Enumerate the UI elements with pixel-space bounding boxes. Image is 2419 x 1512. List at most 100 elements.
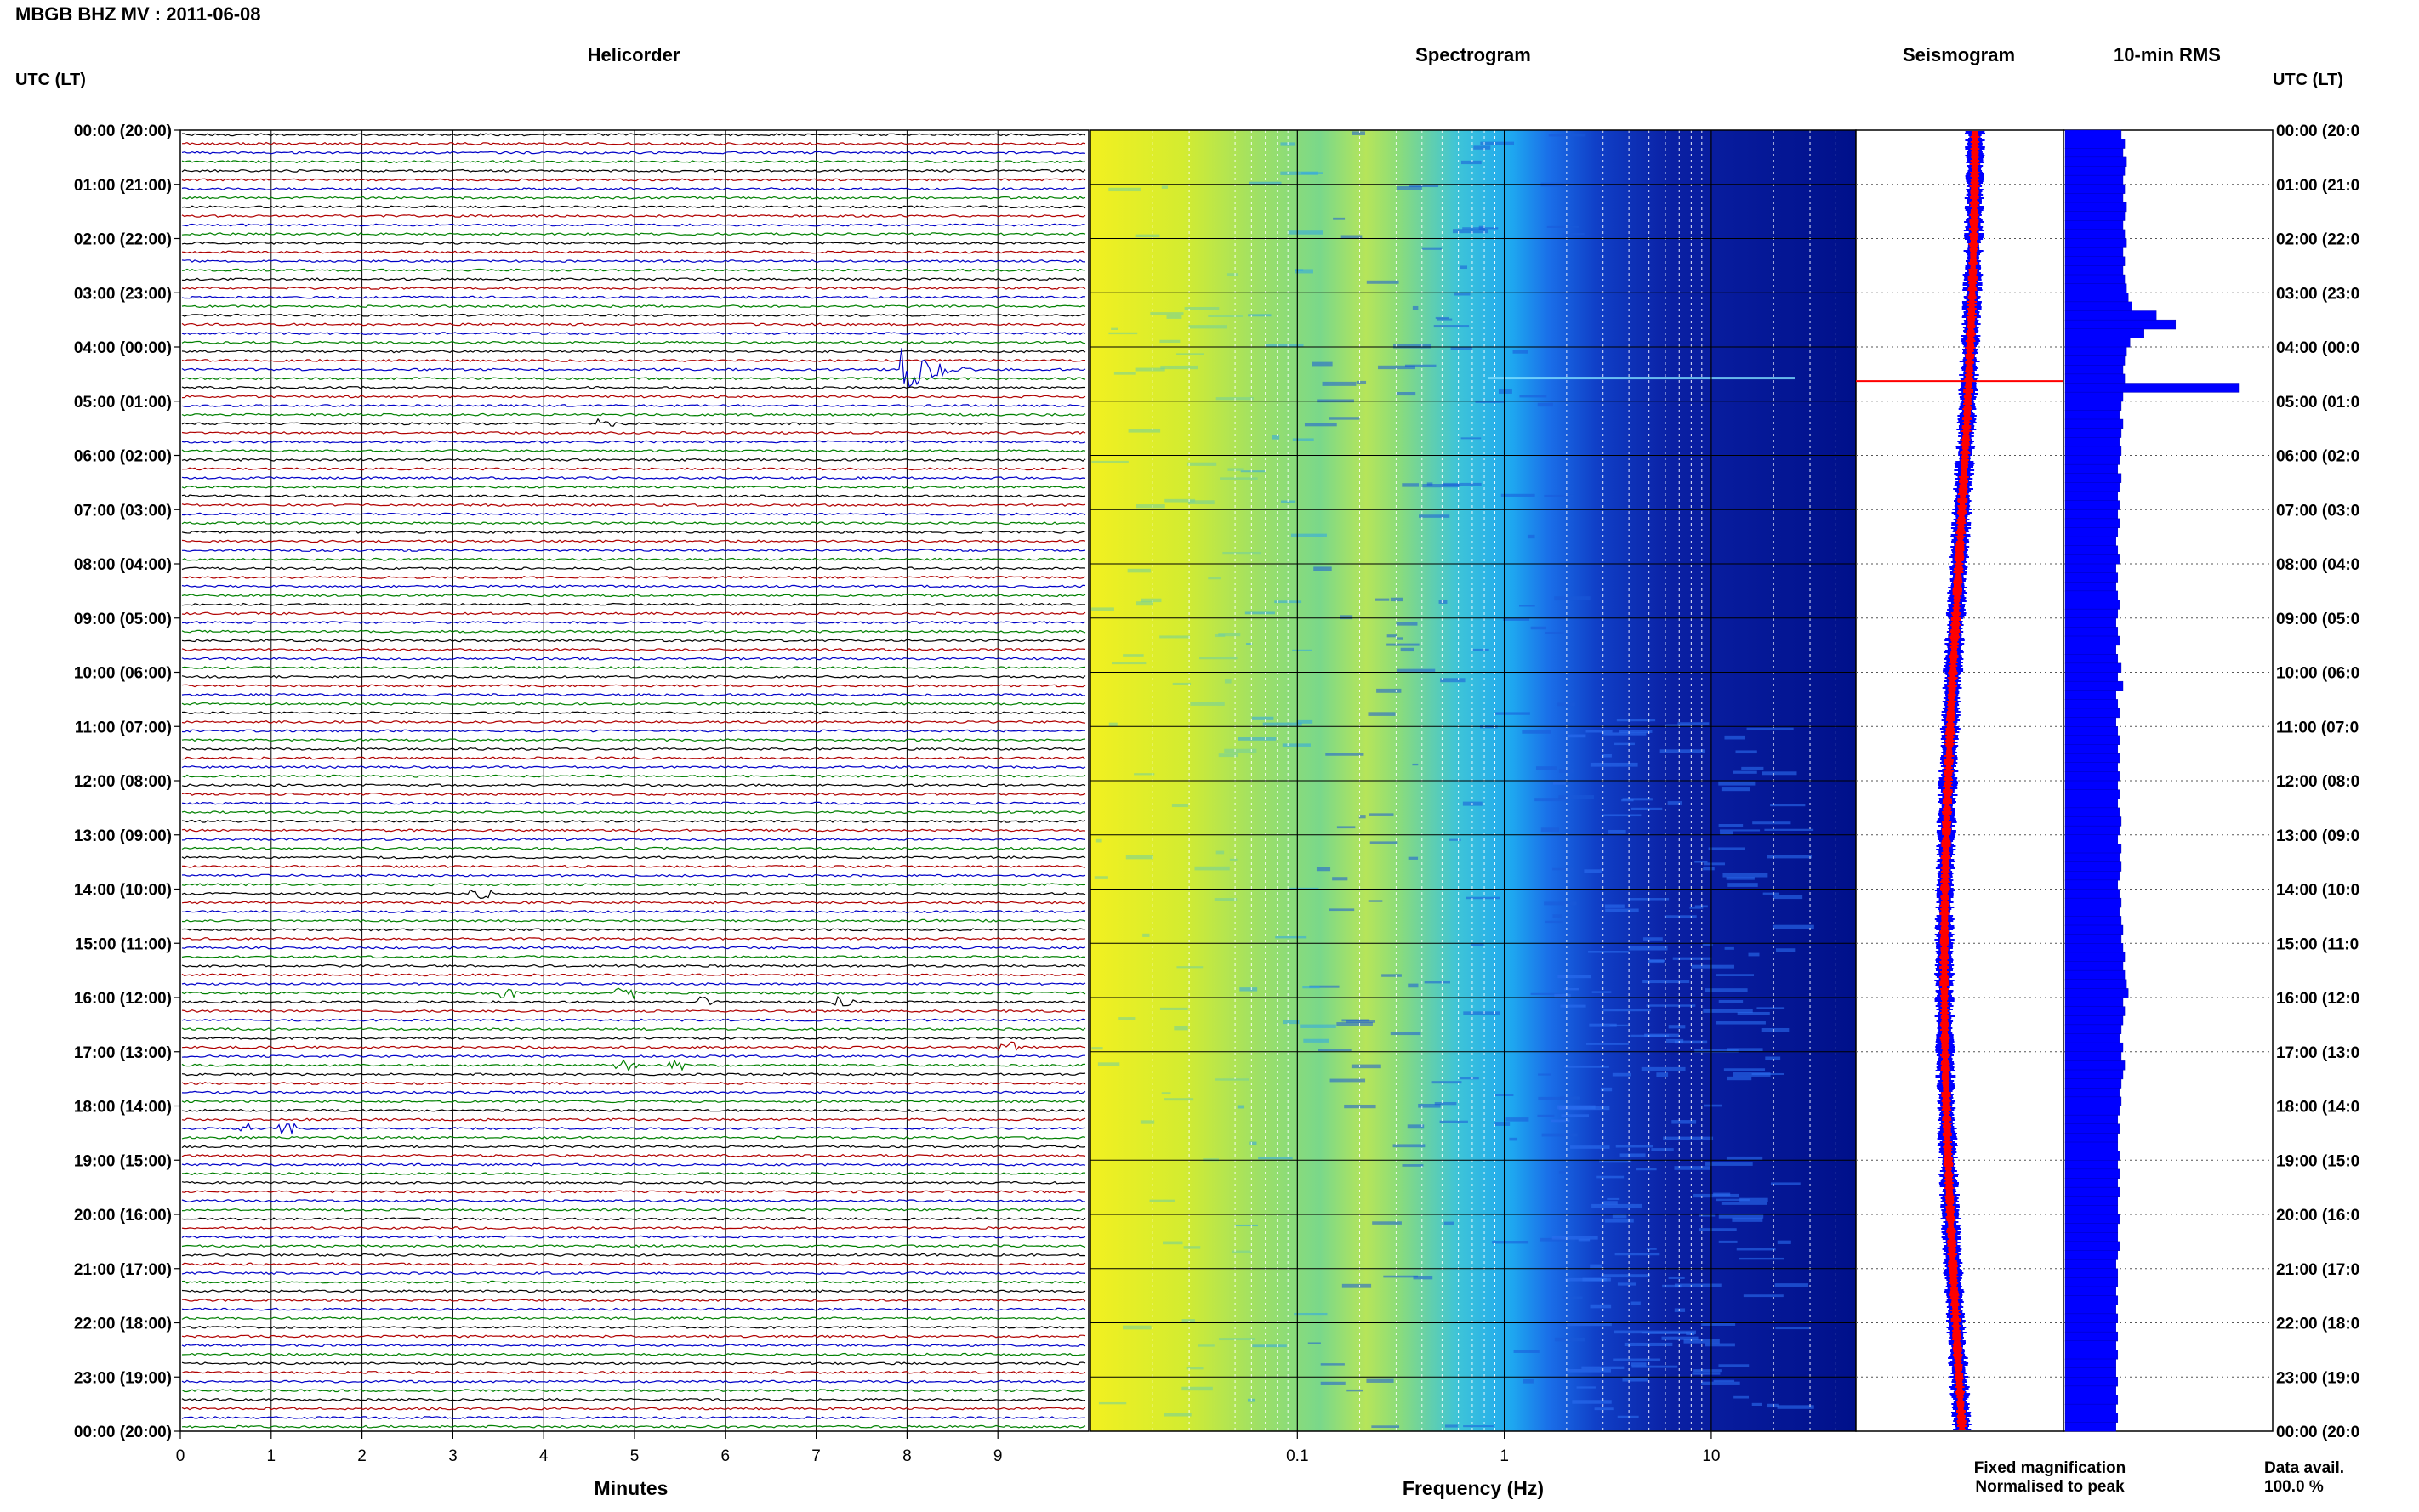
spectrogram-energy-streak — [1590, 1304, 1612, 1309]
time-label-left: 08:00 (04:00) — [74, 556, 172, 574]
spectrogram-noise-patch — [1433, 325, 1470, 328]
spectrogram-energy-streak — [1552, 782, 1566, 785]
spectrogram-energy-streak — [1718, 1364, 1750, 1367]
spectrogram-noise-patch — [1340, 235, 1363, 239]
time-label-right: 12:00 (08:0 — [2276, 773, 2359, 791]
rms-bar — [2064, 1106, 2120, 1116]
spectrogram-noise-patch — [1426, 482, 1433, 486]
spectrogram-noise-patch — [1351, 1064, 1381, 1069]
spectrogram-noise-patch — [1215, 850, 1225, 855]
helicorder-trace-line — [181, 783, 1086, 787]
helicorder-trace-line — [181, 575, 1086, 579]
spectrogram-energy-streak — [1736, 1247, 1776, 1251]
spectrogram-noise-patch — [1292, 438, 1314, 441]
spectrogram-energy-streak — [1692, 1372, 1721, 1375]
spectrogram-noise-patch — [1392, 1144, 1426, 1148]
spectrogram-energy-streak — [1674, 1308, 1686, 1312]
rms-bar — [2064, 1186, 2120, 1197]
spectrogram-noise-patch — [1161, 1092, 1171, 1094]
helicorder-panel — [179, 129, 1090, 1432]
spectrogram-noise-patch — [1111, 662, 1147, 665]
helicorder-trace-line — [181, 738, 1086, 742]
spectrogram-noise-patch — [1376, 688, 1402, 693]
spectrogram-noise-patch — [1181, 1386, 1213, 1391]
helicorder-trace-line — [181, 828, 1086, 833]
spectrogram-energy-streak — [1703, 867, 1715, 871]
spectrogram-noise-patch — [1244, 611, 1275, 615]
spectrogram-noise-patch — [1190, 702, 1225, 706]
spectrogram-noise-patch — [1224, 748, 1257, 753]
spectrogram-noise-patch — [1466, 896, 1500, 900]
seismogram-title: Seismogram — [1903, 44, 2015, 65]
rms-bar — [2064, 645, 2116, 655]
time-label-right: 03:00 (23:0 — [2276, 285, 2359, 303]
rms-bar — [2064, 437, 2120, 447]
spectrogram-energy-streak — [1551, 1119, 1570, 1123]
helicorder-trace-line — [181, 187, 1086, 191]
spectrogram-noise-patch — [1249, 181, 1282, 185]
spectrogram-noise-patch — [1295, 269, 1304, 271]
helicorder-trace-line — [181, 666, 1086, 670]
spectrogram-energy-streak — [1602, 754, 1612, 758]
spectrogram-noise-patch — [1194, 866, 1230, 871]
helicorder-trace-line — [181, 973, 1086, 977]
spectrogram-energy-streak — [1732, 1217, 1763, 1222]
spectrogram-energy-streak — [1689, 907, 1704, 909]
spectrogram-noise-patch — [1346, 1389, 1363, 1392]
minutes-tick-label: 4 — [539, 1447, 549, 1465]
spectrogram-energy-streak — [1723, 1068, 1766, 1071]
spectrogram-energy-streak — [1551, 1236, 1598, 1240]
helicorder-trace-line — [181, 963, 1086, 968]
spectrogram-energy-streak — [1631, 1362, 1647, 1367]
spectrogram-noise-patch — [1316, 867, 1331, 872]
data-availability-value: 100.0 % — [2264, 1478, 2324, 1496]
rms-bar — [2064, 1205, 2119, 1215]
spectrogram-noise-patch — [1135, 367, 1165, 372]
helicorder-trace-line — [181, 530, 1086, 534]
spectrogram-noise-patch — [1368, 900, 1383, 902]
spectrogram-noise-patch — [1558, 769, 1574, 773]
helicorder-trace-line — [181, 946, 1086, 950]
helicorder-trace-line — [181, 1199, 1085, 1203]
spectrogram-energy-streak — [1607, 829, 1626, 834]
spectrogram-noise-patch — [1246, 643, 1253, 645]
helicorder-trace-line — [181, 928, 1085, 932]
spectrogram-energy-streak — [1674, 1283, 1722, 1287]
spectrogram-energy-streak — [1716, 1021, 1766, 1025]
helicorder-trace-line — [181, 1389, 1086, 1393]
spectrogram-noise-patch — [1422, 484, 1460, 488]
data-availability-label: Data avail. — [2264, 1459, 2344, 1477]
spectrogram-energy-streak — [1721, 787, 1750, 792]
time-label-left: 14:00 (10:00) — [74, 882, 172, 900]
helicorder-trace-line — [181, 1018, 1086, 1022]
time-label-left: 02:00 (22:00) — [74, 231, 172, 249]
minutes-tick-label: 5 — [630, 1447, 640, 1465]
spectrogram-noise-patch — [1188, 500, 1215, 505]
spectrogram-noise-patch — [1237, 1105, 1245, 1109]
spectrogram-noise-patch — [1439, 1120, 1468, 1123]
time-label-left: 04:00 (00:00) — [74, 339, 172, 357]
seismogram-normalised-trace — [1939, 131, 1980, 1430]
rms-bar — [2064, 1151, 2120, 1161]
spectrogram-energy-streak — [1733, 1395, 1750, 1399]
helicorder-trace-line — [181, 674, 1086, 679]
rms-bar — [2064, 455, 2120, 465]
spectrogram-noise-patch — [1480, 141, 1515, 145]
time-label-right: 10:00 (06:0 — [2276, 665, 2359, 683]
time-label-right: 09:00 (05:0 — [2276, 611, 2359, 628]
time-label-left: 17:00 (13:00) — [74, 1044, 172, 1062]
helicorder-trace-line — [181, 377, 1086, 381]
spectrogram-energy-streak — [1602, 732, 1647, 736]
spectrogram-noise-patch — [1492, 1241, 1529, 1244]
spectrogram-energy-streak — [1665, 724, 1691, 727]
rms-bar — [2064, 861, 2122, 872]
minutes-tick-label: 3 — [448, 1447, 458, 1465]
spectrogram-noise-patch — [1149, 1199, 1175, 1202]
spectrogram-noise-patch — [1419, 514, 1450, 518]
spectrogram-noise-patch — [1136, 601, 1153, 606]
spectrogram-energy-streak — [1616, 719, 1656, 722]
rms-bar — [2064, 1088, 2120, 1098]
time-label-right: 02:00 (22:0 — [2276, 231, 2359, 249]
spectrogram-noise-patch — [1386, 643, 1420, 646]
spectrogram-energy-streak — [1602, 1009, 1651, 1012]
